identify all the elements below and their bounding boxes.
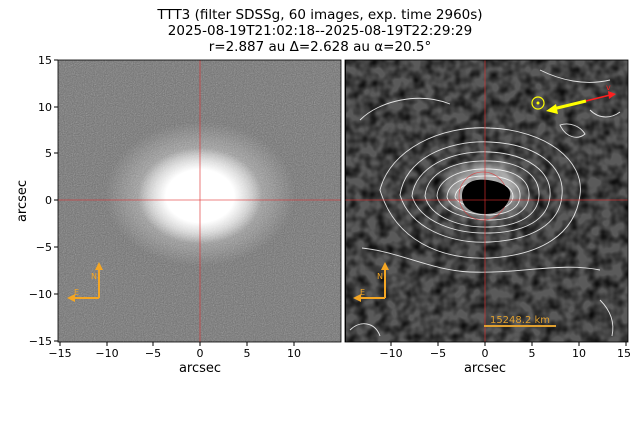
scale-bar-label: 15248.2 km (490, 315, 550, 326)
nucleus-mask (462, 179, 511, 214)
x-tick-label: 10 (287, 347, 301, 360)
y-tick-label: 5 (45, 147, 52, 160)
left-panel: N E 15 10 5 0 −5 −10 −15 −15 (15, 54, 342, 376)
x-tick-label: −10 (379, 347, 402, 360)
left-image (58, 60, 341, 342)
left-xlabel: arcsec (179, 361, 221, 376)
x-tick-label: 15 (617, 347, 631, 360)
right-panel: v N E 15248.2 km −10 −5 0 5 10 15 (344, 59, 631, 376)
y-tick-label: −5 (36, 241, 52, 254)
left-x-ticks: −15 −10 −5 0 5 10 (48, 342, 301, 360)
x-tick-label: 5 (244, 347, 251, 360)
x-tick-label: 10 (572, 347, 586, 360)
isophote-contours (349, 69, 621, 337)
right-xlabel: arcsec (464, 361, 506, 376)
x-tick-label: −10 (95, 347, 118, 360)
y-tick-label: 10 (38, 101, 52, 114)
compass-east-label: E (360, 288, 365, 297)
velocity-label: v (606, 83, 611, 92)
x-tick-label: −5 (145, 347, 161, 360)
x-tick-label: 0 (482, 347, 489, 360)
y-tick-label: 0 (45, 194, 52, 207)
right-x-ticks: −10 −5 0 5 10 15 (379, 342, 631, 360)
velocity-vector: v (585, 83, 616, 102)
title-line-3: r=2.887 au Δ=2.628 au α=20.5° (208, 39, 432, 55)
title-line-2: 2025-08-19T21:02:18--2025-08-19T22:29:29 (167, 23, 473, 39)
x-tick-label: 5 (529, 347, 536, 360)
y-tick-label: −10 (29, 288, 52, 301)
compass-right: N E (353, 262, 389, 302)
compass-left: N E (67, 262, 103, 302)
y-tick-label: 15 (38, 54, 52, 67)
left-y-ticks: 15 10 5 0 −5 −10 −15 (29, 54, 58, 348)
y-tick-label: −15 (29, 335, 52, 348)
right-image (345, 60, 628, 342)
x-tick-label: −5 (430, 347, 446, 360)
right-frame (344, 59, 629, 343)
scale-bar: 15248.2 km (484, 315, 556, 327)
sun-vector (531, 96, 587, 114)
compass-north-label: N (377, 272, 383, 281)
compass-east-label: E (74, 288, 79, 297)
compass-north-label: N (91, 272, 97, 281)
title-line-1: TTT3 (filter SDSSg, 60 images, exp. time… (157, 7, 483, 23)
x-tick-label: −15 (48, 347, 71, 360)
left-ylabel: arcsec (15, 180, 30, 222)
x-tick-label: 0 (197, 347, 204, 360)
